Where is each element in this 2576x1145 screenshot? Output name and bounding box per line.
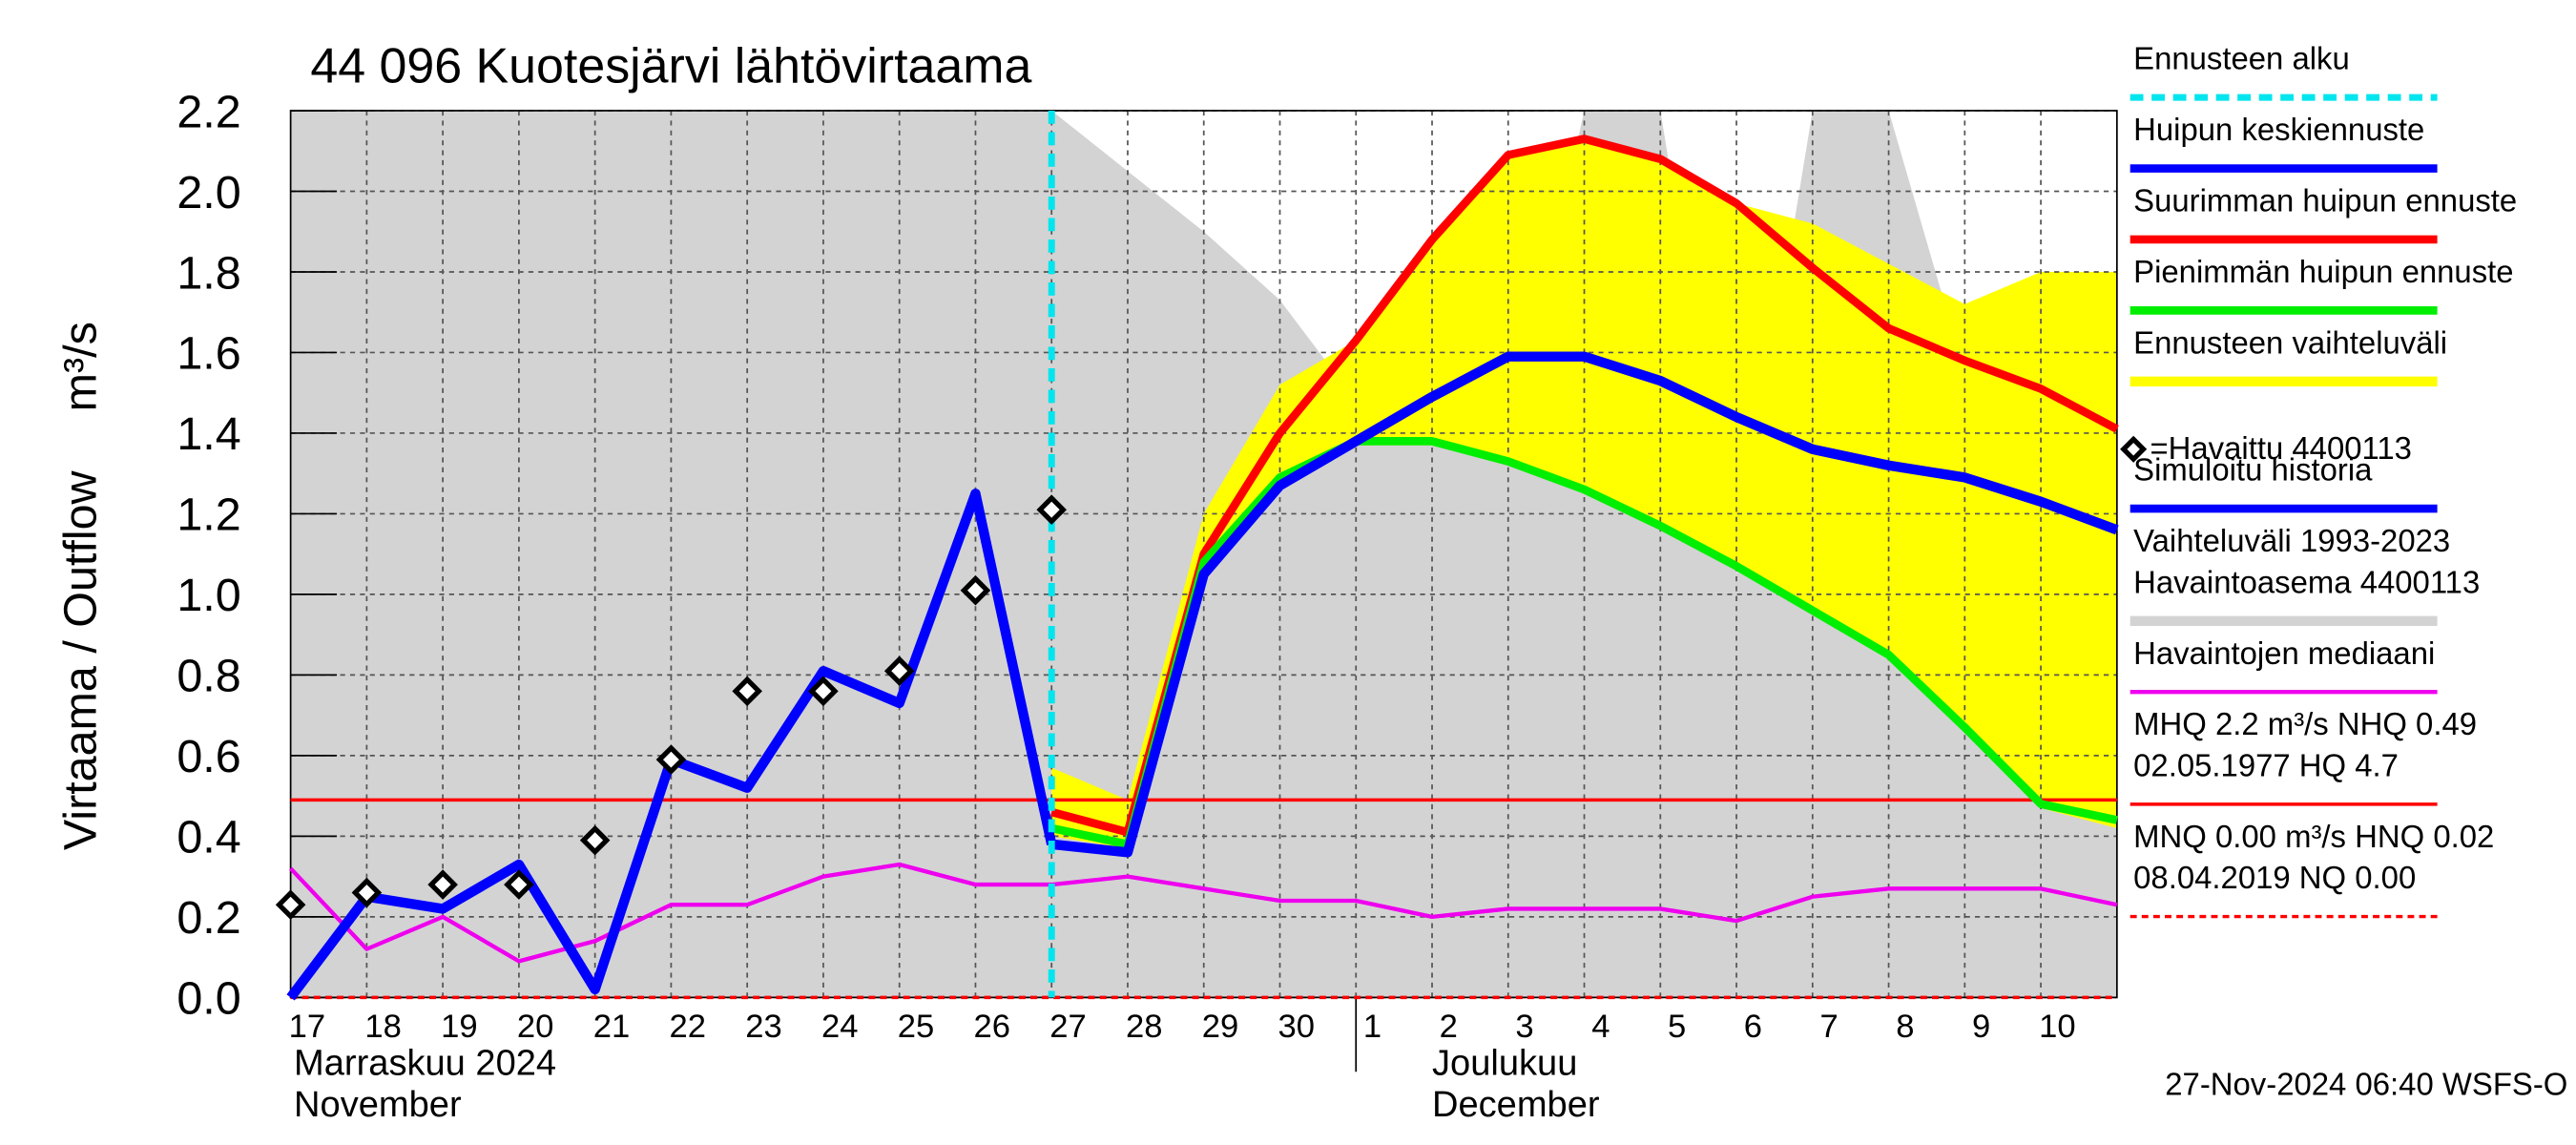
y-tick-label: 0.0 (177, 973, 240, 1025)
legend-label: Ennusteen vaihteluväli (2133, 324, 2447, 360)
legend-label: Simuloitu historia (2133, 452, 2373, 488)
y-tick-label: 1.8 (177, 247, 240, 299)
x-tick-label: 27 (1049, 1009, 1087, 1045)
observed-point (427, 869, 458, 900)
x-tick-label: 4 (1591, 1009, 1610, 1045)
observed-point (351, 877, 383, 908)
x-tick-label: 3 (1515, 1009, 1533, 1045)
y-tick-label: 2.2 (177, 86, 240, 137)
x-tick-label: 18 (364, 1009, 402, 1045)
series-line (289, 862, 2118, 964)
legend-label: Pienimmän huipun ennuste (2133, 254, 2513, 289)
x-tick-label: 20 (517, 1009, 554, 1045)
observed-point (960, 574, 991, 606)
legend-label: Suurimman huipun ennuste (2133, 183, 2517, 219)
legend-label: 08.04.2019 NQ 0.00 (2133, 860, 2416, 895)
x-tick-label: 24 (821, 1009, 858, 1045)
legend-label: 02.05.1977 HQ 4.7 (2133, 747, 2399, 782)
y-tick-label: 0.6 (177, 731, 240, 782)
month-label: Marraskuu 2024 (294, 1044, 556, 1084)
y-tick-label: 0.8 (177, 651, 240, 702)
x-tick-label: 9 (1972, 1009, 1990, 1045)
series-line (1050, 437, 2118, 849)
x-tick-label: 22 (669, 1009, 706, 1045)
x-tick-label: 5 (1668, 1009, 1686, 1045)
legend-label: MNQ 0.00 m³/s HNQ 0.02 (2133, 819, 2494, 854)
legend-label: Huipun keskiennuste (2133, 112, 2424, 147)
observed-point (655, 744, 687, 775)
month-label: Joulukuu (1432, 1044, 1577, 1084)
observed-point (808, 676, 839, 707)
y-axis-label: Virtaama / Outflow (54, 469, 106, 850)
x-tick-label: 2 (1440, 1009, 1458, 1045)
y-tick-label: 0.2 (177, 892, 240, 944)
x-tick-label: 10 (2039, 1009, 2075, 1045)
observed-point (883, 656, 915, 686)
x-tick-label: 30 (1278, 1009, 1316, 1045)
x-tick-label: 19 (441, 1009, 478, 1045)
observed-point (732, 676, 762, 707)
y-tick-label: 1.4 (177, 408, 240, 460)
month-label: December (1432, 1085, 1600, 1125)
legend-label: MHQ 2.2 m³/s NHQ 0.49 (2133, 706, 2477, 741)
x-tick-label: 21 (593, 1009, 631, 1045)
legend-label: Vaihteluväli 1993-2023 (2133, 523, 2450, 558)
series-line (1050, 135, 2119, 837)
legend-symbol (2120, 435, 2148, 463)
plot-frame (289, 110, 2118, 999)
legend-label: Havaintojen mediaani (2133, 635, 2435, 671)
x-tick-label: 26 (974, 1009, 1010, 1045)
x-tick-label: 6 (1744, 1009, 1762, 1045)
x-tick-label: 8 (1896, 1009, 1914, 1045)
legend-label: Ennusteen alku (2133, 41, 2350, 76)
y-tick-label: 1.0 (177, 570, 240, 621)
series-line (1050, 351, 2119, 858)
observed-point (504, 869, 534, 900)
y-axis-unit: m³/s (54, 322, 106, 411)
legend-label: =Havaittu 4400113 (2150, 430, 2411, 466)
month-label: November (294, 1085, 462, 1125)
observed-point (579, 824, 611, 856)
footer: 27-Nov-2024 06:40 WSFS-O (2165, 1067, 2567, 1102)
x-tick-label: 23 (745, 1009, 782, 1045)
y-tick-label: 1.6 (177, 328, 240, 380)
x-tick-label: 25 (898, 1009, 935, 1045)
y-tick-label: 1.2 (177, 489, 240, 541)
observed-point (1036, 494, 1067, 525)
x-tick-label: 1 (1363, 1009, 1381, 1045)
observed-point (275, 889, 306, 921)
x-tick-label: 29 (1202, 1009, 1239, 1045)
chart-title: 44 096 Kuotesjärvi lähtövirtaama (310, 39, 1031, 94)
legend-label: Havaintoasema 4400113 (2133, 564, 2480, 599)
y-tick-label: 2.0 (177, 167, 240, 219)
x-tick-label: 28 (1126, 1009, 1163, 1045)
x-tick-label: 7 (1819, 1009, 1838, 1045)
y-tick-label: 0.4 (177, 812, 240, 864)
x-tick-label: 17 (289, 1009, 326, 1045)
